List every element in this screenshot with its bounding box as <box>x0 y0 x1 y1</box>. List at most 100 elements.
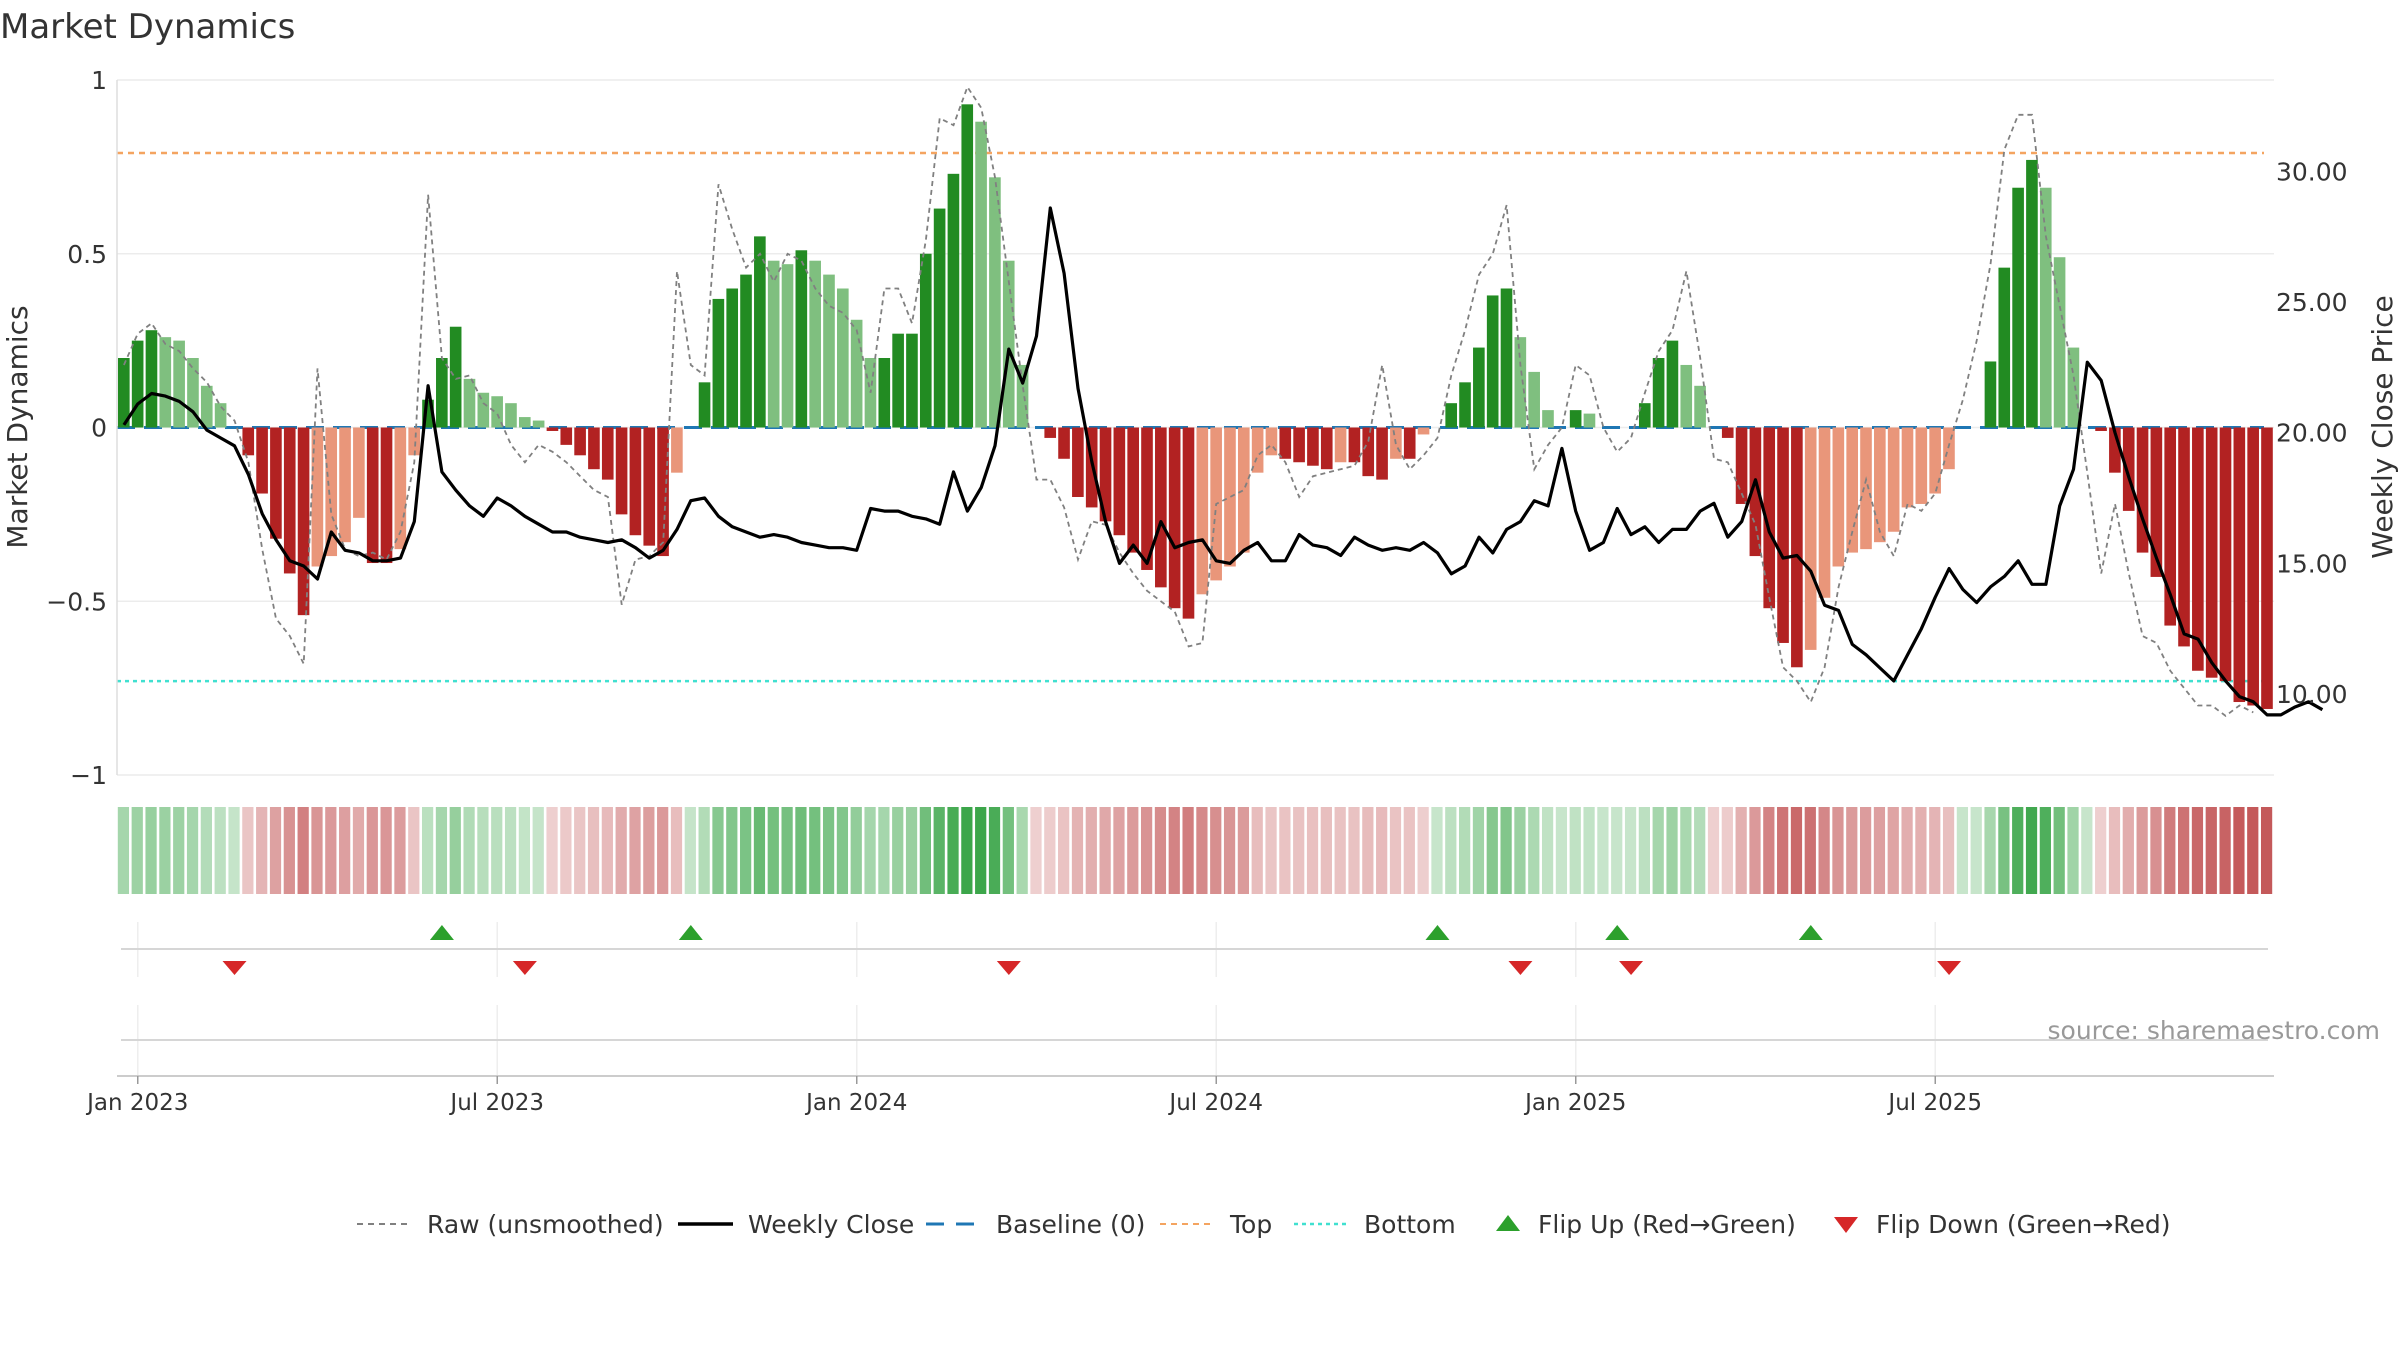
strip-cell <box>2205 807 2217 894</box>
flip-up-marker <box>678 925 703 940</box>
dynamics-bar <box>933 208 946 428</box>
dynamics-bar <box>2233 427 2246 703</box>
flip-markers-panel <box>121 922 2268 977</box>
strip-cell <box>587 807 600 894</box>
x-tick-label: Jul 2024 <box>1167 1090 1263 1116</box>
strip-cell <box>1237 807 1250 894</box>
dynamics-bar <box>1265 427 1278 456</box>
dynamics-bar <box>131 340 144 428</box>
flip-down-marker <box>1937 961 1962 975</box>
dynamics-bar <box>1846 427 1858 553</box>
dynamics-bar <box>1804 427 1817 650</box>
strip-cell <box>1970 807 1982 894</box>
dynamics-bar <box>2095 427 2107 431</box>
dynamics-bar <box>297 427 310 616</box>
strip-cell <box>1846 807 1858 894</box>
dynamics-bar <box>1652 358 1665 428</box>
dynamics-bar <box>1666 340 1679 428</box>
strip-cell <box>1652 807 1664 894</box>
dynamics-bar <box>394 427 407 550</box>
strip-cell <box>629 807 641 894</box>
strip-cell <box>988 807 1001 894</box>
dynamics-bar <box>1694 385 1706 428</box>
strip-cell <box>1749 807 1761 894</box>
dynamics-bar <box>892 333 904 428</box>
dynamics-bar <box>1058 427 1070 459</box>
strip-cell <box>297 807 309 894</box>
strip-cell <box>1113 807 1125 894</box>
strip-cell <box>2012 807 2024 894</box>
right-axis: 30.00 25.00 20.00 15.00 10.00 <box>2276 157 2348 709</box>
strip-cell <box>947 807 959 894</box>
strip-cell <box>822 807 835 894</box>
strip-cell <box>1735 807 1747 894</box>
dynamics-bar <box>1155 427 1167 588</box>
strip-cell <box>905 807 918 894</box>
x-tick-label: Jan 2023 <box>85 1090 188 1116</box>
dynamics-bar <box>463 378 476 428</box>
strip-cell <box>1140 807 1153 894</box>
dynamics-bar <box>1569 410 1582 428</box>
dynamics-bar <box>947 173 960 428</box>
dynamics-bar <box>2192 427 2204 671</box>
dynamics-bar <box>698 382 711 428</box>
dynamics-bar <box>781 264 794 428</box>
dynamics-bar <box>2026 159 2038 428</box>
strip-cell <box>698 807 710 894</box>
chart-title: Market Dynamics <box>0 7 295 47</box>
strip-cell <box>643 807 655 894</box>
strip-cell <box>601 807 613 894</box>
strip-cell <box>1763 807 1775 894</box>
strip-cell <box>1403 807 1415 894</box>
dynamics-bar <box>1141 427 1153 570</box>
strip-cell <box>1210 807 1222 894</box>
strip-cell <box>1002 807 1014 894</box>
dynamics-bar <box>1901 427 1914 508</box>
legend-label: Bottom <box>1364 1210 1456 1239</box>
strip-cell <box>1293 807 1305 894</box>
dynamics-bar <box>1417 427 1430 435</box>
dynamics-bar <box>311 427 324 567</box>
strip-cell <box>864 807 876 894</box>
strip-cell <box>186 807 199 894</box>
right-tick-label: 20.00 <box>2276 419 2348 448</box>
strip-cell <box>726 807 738 894</box>
left-axis-label: Market Dynamics <box>1 305 34 548</box>
strip-cell <box>836 807 849 894</box>
strip-cell <box>670 807 683 894</box>
strip-cell <box>1472 807 1485 894</box>
dynamics-bar <box>1334 427 1347 463</box>
strip-cell <box>1694 807 1706 894</box>
strip-cell <box>657 807 669 894</box>
dynamics-bar <box>200 385 213 428</box>
left-tick-label: 1 <box>91 66 107 95</box>
strip-cell <box>767 807 779 894</box>
strip-cell <box>408 807 420 894</box>
dynamics-bar <box>2205 427 2218 678</box>
strip-cell <box>2247 807 2259 894</box>
strip-cell <box>1583 807 1595 894</box>
strip-cell <box>1624 807 1637 894</box>
legend-item: Baseline (0) <box>926 1210 1145 1239</box>
strip-cell <box>1721 807 1733 894</box>
strip-cell <box>1376 807 1388 894</box>
dynamics-bar <box>726 288 739 428</box>
flip-down-marker <box>222 961 247 975</box>
strip-cell <box>2095 807 2107 894</box>
strip-cell <box>1777 807 1789 894</box>
dynamics-bar <box>1943 427 1955 470</box>
dynamics-bar <box>1984 361 1997 428</box>
dynamics-bar <box>961 104 974 428</box>
strip-cell <box>449 807 461 894</box>
x-tick-label: Jul 2023 <box>448 1090 544 1116</box>
flip-down-marker <box>1619 961 1644 975</box>
strip-cell <box>1251 807 1263 894</box>
strip-cell <box>2136 807 2148 894</box>
dynamics-bar <box>615 427 628 515</box>
strip-cell <box>574 807 586 894</box>
strip-cell <box>795 807 807 894</box>
dynamics-bar <box>1320 427 1333 470</box>
dynamics-bar <box>671 427 683 473</box>
strip-cell <box>1707 807 1720 894</box>
strip-cell <box>1541 807 1554 894</box>
